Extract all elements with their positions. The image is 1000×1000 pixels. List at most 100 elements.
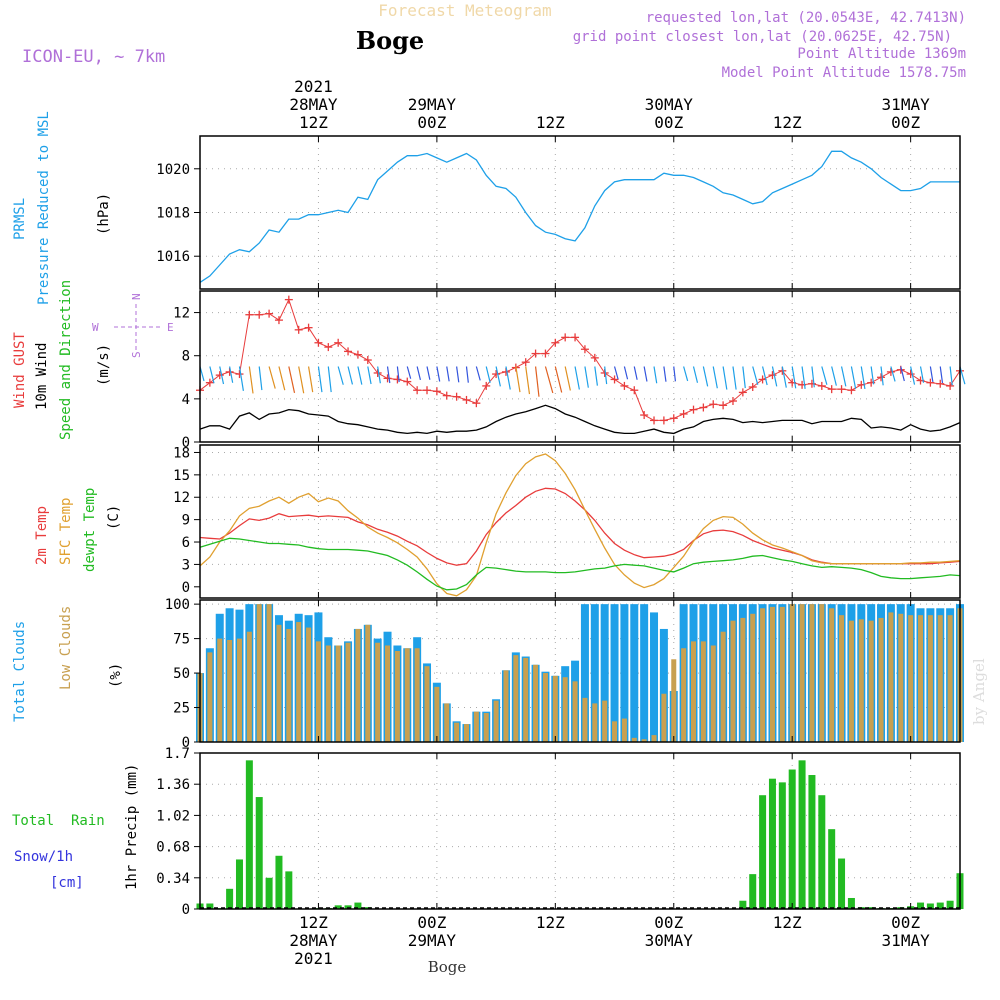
total-cloud-bar xyxy=(650,612,659,742)
wind-arrow xyxy=(456,366,460,383)
wind-arrow xyxy=(613,366,619,380)
low-cloud-bar xyxy=(888,612,894,742)
wind-arrow xyxy=(801,366,806,389)
temp-ytick-label: 6 xyxy=(182,535,190,551)
compass-icon: N W E S xyxy=(92,293,174,358)
wind-arrow xyxy=(229,366,234,383)
low-cloud-bar xyxy=(473,711,479,742)
low-cloud-bar xyxy=(848,620,854,742)
total-cloud-bar xyxy=(630,604,639,742)
total-cloud-bar xyxy=(590,604,599,742)
temp-label-2m: 2m Temp xyxy=(34,506,50,565)
time-label-top: 00Z xyxy=(891,113,920,132)
wind-label-gust: Wind GUST xyxy=(12,332,28,408)
precip-ytick-label: 1.36 xyxy=(156,777,190,793)
temp-label-sfc: SFC Temp xyxy=(58,498,74,565)
wind-arrow xyxy=(643,366,648,382)
gust-line xyxy=(199,298,961,421)
pressure-label-name: Pressure Reduced to MSL xyxy=(36,111,52,305)
rain-bar xyxy=(255,797,263,909)
wind-arrow xyxy=(929,366,934,383)
clouds-unit: (%) xyxy=(108,663,124,688)
wind-arrow xyxy=(811,366,815,388)
rain-bar xyxy=(788,769,796,909)
wind-ytick-label: 4 xyxy=(182,392,190,408)
rain-bar xyxy=(749,874,757,909)
wind-arrow xyxy=(268,366,276,389)
wind-arrow xyxy=(288,366,296,394)
wind-arrow xyxy=(949,366,953,386)
total-cloud-bar xyxy=(659,628,668,742)
low-cloud-bar xyxy=(592,703,598,742)
wind-arrow xyxy=(673,366,677,382)
wind-label-speed: Speed and Direction xyxy=(58,280,74,440)
rain-bar xyxy=(778,782,786,909)
low-cloud-bar xyxy=(227,639,233,742)
wind-arrow xyxy=(860,366,866,390)
time-label-top: 00Z xyxy=(654,113,683,132)
rain-bar xyxy=(285,871,293,909)
low-cloud-bar xyxy=(829,608,835,742)
low-cloud-bar xyxy=(345,642,351,742)
low-cloud-bar xyxy=(651,735,657,742)
pressure-line xyxy=(199,150,960,283)
time-label-bottom: 31MAY xyxy=(882,931,931,950)
wind-arrow xyxy=(722,366,728,390)
wind-arrow xyxy=(574,366,580,390)
low-cloud-bar xyxy=(375,642,381,742)
rain-bar xyxy=(275,855,283,909)
precip-ytick-label: 0.68 xyxy=(156,840,190,856)
total-cloud-bar xyxy=(610,604,619,742)
wind-arrow xyxy=(534,366,540,397)
precip-label-snow: Snow/1h xyxy=(14,849,73,865)
wind-ytick-label: 12 xyxy=(173,306,190,322)
wind-arrow xyxy=(495,366,501,387)
wind-arrow xyxy=(771,366,778,387)
low-cloud-bar xyxy=(710,645,716,742)
low-cloud-bar xyxy=(612,721,618,742)
credit: by Angel xyxy=(970,658,988,725)
low-cloud-bar xyxy=(799,604,805,742)
rain-bar xyxy=(768,778,776,909)
wind-arrow xyxy=(594,366,598,386)
low-cloud-bar xyxy=(858,619,864,742)
time-label-top: 00Z xyxy=(417,113,446,132)
dewpt-line xyxy=(199,537,961,591)
low-cloud-bar xyxy=(286,628,292,742)
low-cloud-bar xyxy=(325,645,331,742)
precip-ytick-label: 0.34 xyxy=(156,871,190,887)
temp-ytick-label: 15 xyxy=(173,468,190,484)
precip-ytick-label: 0 xyxy=(182,902,190,918)
wind-arrow xyxy=(544,366,554,394)
time-label-bottom: 2021 xyxy=(294,949,333,968)
wind-arrow xyxy=(426,366,431,380)
time-label-bottom: 30MAY xyxy=(645,931,694,950)
wind-arrow xyxy=(446,366,450,382)
time-label-bottom: 28MAY xyxy=(289,931,338,950)
pressure-ytick-label: 1016 xyxy=(156,249,190,265)
clouds-label-total: Total Clouds xyxy=(12,621,28,722)
wind-arrow xyxy=(959,366,966,385)
time-label-top: 29MAY xyxy=(408,95,457,114)
requested-coords: requested lon,lat (20.0543E, 42.7413N) xyxy=(646,10,966,26)
axes-layer: 101610181020048120369121518025507510000.… xyxy=(156,77,961,968)
wind-arrow xyxy=(910,366,916,385)
wind-arrow xyxy=(752,366,759,385)
wind-arrow xyxy=(712,366,718,389)
wind-arrow xyxy=(525,366,531,395)
wind-arrow xyxy=(396,366,400,383)
wind-arrow xyxy=(900,366,905,382)
low-cloud-bar xyxy=(572,681,578,742)
low-cloud-bar xyxy=(315,641,321,742)
wind-arrow xyxy=(692,366,699,383)
low-cloud-bar xyxy=(740,617,746,742)
wind-arrow xyxy=(367,366,372,385)
precip-label-cm: [cm] xyxy=(50,875,84,891)
low-cloud-bar xyxy=(908,615,914,742)
low-cloud-bar xyxy=(750,613,756,742)
wind-arrow xyxy=(416,366,421,380)
model-altitude: Model Point Altitude 1578.75m xyxy=(722,65,966,81)
rain-bar xyxy=(739,900,747,909)
footer-location: Boge xyxy=(428,958,467,976)
low-cloud-bar xyxy=(937,615,943,742)
